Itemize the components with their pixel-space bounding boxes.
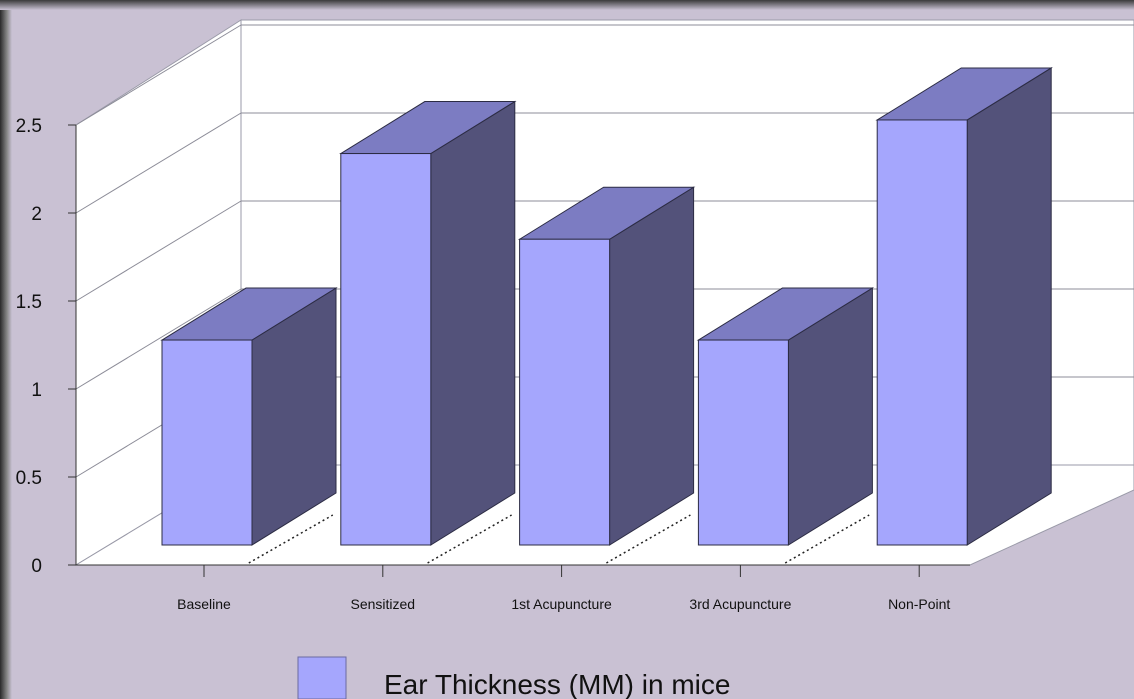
bar-front	[161, 339, 253, 546]
y-tick-label: 1	[31, 380, 42, 401]
x-axis: Baseline Sensitized 1st Acupuncture 3rd Acu…	[76, 564, 970, 612]
grid-line-side	[75, 24, 242, 126]
bar	[248, 100, 517, 564]
y-tick-label: 2.5	[16, 116, 42, 137]
bar	[160, 287, 338, 546]
legend: Ear Thickness (MM) in mice	[297, 656, 730, 699]
bar-front	[340, 153, 432, 546]
y-tick-label: 0.5	[16, 468, 42, 489]
bar-side	[430, 100, 516, 546]
grid-line-side	[75, 200, 242, 302]
x-tick-label: Sensitized	[351, 596, 416, 612]
bar	[784, 67, 1053, 564]
y-tick-label: 1.5	[16, 292, 42, 313]
floor-divider	[784, 514, 870, 564]
bar-side	[966, 67, 1052, 546]
bar-front	[876, 119, 968, 546]
x-tick-label: Non-Point	[888, 596, 950, 612]
bars	[160, 67, 1053, 564]
top-edge-shadow	[0, 0, 1134, 10]
x-tick-label: Baseline	[177, 596, 231, 612]
legend-label: Ear Thickness (MM) in mice	[384, 669, 730, 699]
grid-line-side	[75, 288, 242, 390]
x-tick-label: 1st Acupuncture	[511, 596, 612, 612]
bar-front	[697, 339, 789, 546]
y-tick-label: 0	[31, 556, 42, 577]
y-axis: 0 0.5 1 1.5 2 2.5	[16, 116, 77, 577]
floor-divider	[248, 514, 334, 564]
floor-divider	[606, 514, 691, 564]
x-tick-label: 3rd Acupuncture	[689, 596, 791, 612]
left-edge-shadow	[0, 0, 12, 699]
grid-line-side	[75, 112, 242, 214]
floor-divider	[427, 514, 512, 564]
bar-front	[519, 238, 611, 546]
bar-side	[609, 186, 695, 546]
bar	[606, 287, 875, 564]
y-tick-label: 2	[31, 204, 42, 225]
legend-swatch	[297, 656, 347, 699]
bar	[427, 186, 696, 564]
